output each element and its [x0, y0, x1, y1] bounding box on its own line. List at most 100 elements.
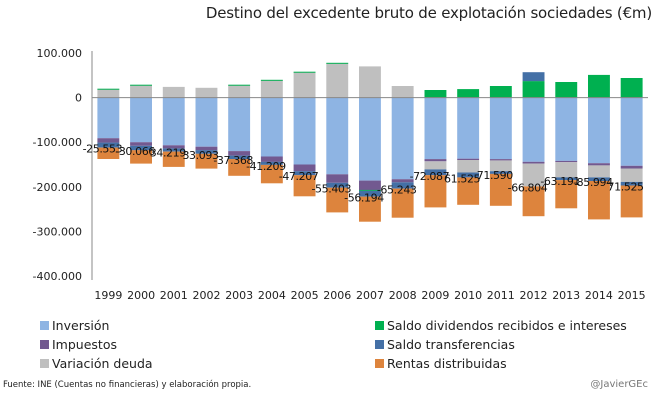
- bar-segment-inversi-n-2006: [326, 97, 349, 175]
- data-label-2001: 34.219: [150, 147, 186, 160]
- bar-segment-saldo-dividendos-recibidos-e-intereses-2010: [457, 89, 480, 98]
- x-tick-label-2002: 2002: [193, 289, 221, 302]
- x-tick-label-2010: 2010: [454, 289, 482, 302]
- bar-segment-inversi-n-2000: [130, 97, 152, 143]
- bar-segment-rentas-distribuidas-2010: [457, 177, 480, 205]
- legend-item-impuestos: Impuestos: [40, 335, 153, 354]
- bar-segment-saldo-transferencias-2005: [293, 171, 316, 176]
- bar-segment-impuestos-2004: [260, 156, 283, 162]
- legend-swatch-saldo-dividendos: [375, 321, 384, 330]
- bar-segment-impuestos-2010: [457, 158, 480, 160]
- legend-item-saldo-transferencias: Saldo transferencias: [375, 335, 627, 354]
- y-tick-label: -400.000: [33, 270, 82, 283]
- bar-segment-inversi-n-2008: [391, 97, 414, 180]
- bar-segment-saldo-transferencias-2012: [522, 72, 545, 82]
- bar-segment-variaci-n-deuda-2010: [457, 160, 480, 173]
- x-tick-label-2000: 2000: [127, 289, 155, 302]
- bar-segment-saldo-transferencias-2006: [326, 182, 349, 188]
- legend-label: Saldo dividendos recibidos e intereses: [387, 318, 627, 333]
- legend-label: Saldo transferencias: [387, 337, 515, 352]
- bar-segment-rentas-distribuidas-2011: [489, 173, 512, 206]
- x-tick-label-2005: 2005: [291, 289, 319, 302]
- bar-segment-impuestos-2015: [620, 165, 643, 169]
- bar-segment-rentas-distribuidas-2004: [260, 164, 283, 184]
- bar-segment-inversi-n-2001: [162, 97, 185, 146]
- legend-swatch-inversion: [40, 321, 49, 330]
- x-tick-label-2004: 2004: [258, 289, 286, 302]
- bar-segment-saldo-transferencias-2000: [130, 145, 152, 151]
- x-tick-label-2007: 2007: [356, 289, 384, 302]
- bar-segment-saldo-dividendos-recibidos-e-intereses-2011: [489, 86, 512, 98]
- bar-segment-impuestos-2003: [228, 151, 251, 156]
- data-label-2006: -55.403: [311, 183, 351, 196]
- bar-segment-variaci-n-deuda-2000: [130, 85, 152, 98]
- bar-segment-variaci-n-deuda-2004: [260, 80, 283, 98]
- bar-segment-saldo-dividendos-recibidos-e-intereses-2013: [555, 82, 578, 98]
- data-label-2004: -41.209: [246, 160, 286, 173]
- bar-segment-impuestos-2009: [424, 159, 447, 162]
- bar-segment-impuestos-2011: [489, 159, 512, 161]
- x-tick-label-2006: 2006: [323, 289, 351, 302]
- bar-segment-inversi-n-2004: [260, 97, 283, 157]
- bar-segment-variaci-n-deuda-2001: [162, 86, 185, 98]
- x-axis: 1999 2000 2001 2002 2003 2004 2005 2006 2007 2008…: [94, 289, 645, 302]
- bar-segment-variaci-n-deuda-2011: [489, 160, 512, 172]
- bar-segment-saldo-transferencias-2014: [588, 177, 610, 181]
- legend-swatch-impuestos: [40, 340, 49, 349]
- legend-right: Saldo dividendos recibidos e intereses S…: [375, 316, 627, 373]
- bar-segment-inversi-n-2010: [457, 97, 480, 159]
- bar-segment-impuestos-2001: [162, 145, 185, 149]
- bar-segment-inversi-n-2009: [424, 97, 447, 160]
- bar-segment-saldo-transferencias-2008: [391, 182, 414, 189]
- bar-segment-rentas-distribuidas-2008: [391, 188, 414, 218]
- x-tick-label-2011: 2011: [487, 289, 515, 302]
- bar-segment-saldo-dividendos-recibidos-e-intereses-2012: [522, 81, 545, 98]
- bar-segment-impuestos-1999: [97, 138, 120, 143]
- bar-segment-impuestos-2014: [588, 163, 610, 166]
- bar-segment-saldo-dividendos-recibidos-e-intereses-2007: [359, 189, 381, 191]
- data-label-2010: 61.525: [444, 172, 480, 185]
- bar-segment-impuestos-2000: [130, 142, 152, 146]
- bar-segment-saldo-dividendos-recibidos-e-intereses-2006: [326, 62, 349, 64]
- source-note: Fuente: INE (Cuentas no financieras) y e…: [3, 380, 252, 390]
- author-credit: @JavierGEc: [590, 379, 648, 390]
- legend-label: Inversión: [52, 318, 110, 333]
- data-label-2012: -66.804: [508, 181, 548, 194]
- bar-segment-variaci-n-deuda-2009: [424, 161, 447, 170]
- y-tick-label: 0: [75, 92, 82, 105]
- bar-segment-inversi-n-2012: [522, 97, 545, 162]
- bar-segment-saldo-dividendos-recibidos-e-intereses-2000: [130, 84, 152, 86]
- bar-segment-saldo-dividendos-recibidos-e-intereses-2014: [588, 74, 610, 98]
- bar-segment-inversi-n-2014: [588, 97, 610, 164]
- bar-segment-rentas-distribuidas-2000: [130, 150, 152, 164]
- bars-group: [97, 62, 643, 222]
- bar-segment-impuestos-2002: [195, 146, 218, 151]
- bar-segment-saldo-transferencias-2011: [489, 171, 512, 174]
- bar-segment-inversi-n-2003: [228, 97, 251, 152]
- chart-title: Destino del excedente bruto de explotaci…: [205, 4, 652, 22]
- x-tick-label-2013: 2013: [552, 289, 580, 302]
- legend-item-saldo-dividendos: Saldo dividendos recibidos e intereses: [375, 316, 627, 335]
- bar-segment-variaci-n-deuda-2014: [588, 165, 610, 178]
- data-label-2011: 71.590: [477, 169, 513, 182]
- bar-segment-saldo-transferencias-2003: [228, 155, 251, 160]
- legend-item-rentas-distribuidas: Rentas distribuidas: [375, 354, 627, 373]
- bar-segment-rentas-distribuidas-2006: [326, 187, 349, 213]
- bar-segment-variaci-n-deuda-2007: [359, 66, 381, 98]
- legend-swatch-saldo-transferencias: [375, 340, 384, 349]
- bar-segment-rentas-distribuidas-2014: [588, 181, 610, 220]
- bar-segment-saldo-transferencias-2007: [359, 190, 381, 197]
- data-labels-group: -25.553-30.06634.21933.093-37.368-41.209…: [83, 143, 645, 205]
- bar-segment-rentas-distribuidas-2012: [522, 186, 545, 217]
- data-label-2007: -56.194: [344, 192, 384, 205]
- bar-segment-impuestos-2005: [293, 164, 316, 172]
- bar-segment-variaci-n-deuda-2003: [228, 85, 251, 98]
- bar-segment-inversi-n-2015: [620, 97, 643, 166]
- data-label-2000: -30.066: [115, 145, 155, 158]
- bar-segment-variaci-n-deuda-2005: [293, 72, 316, 98]
- bar-segment-inversi-n-2011: [489, 97, 512, 160]
- bar-segment-variaci-n-deuda-2002: [195, 87, 218, 98]
- bar-segment-saldo-transferencias-2013: [555, 177, 578, 181]
- x-tick-label-2009: 2009: [421, 289, 449, 302]
- bar-segment-rentas-distribuidas-1999: [97, 147, 120, 159]
